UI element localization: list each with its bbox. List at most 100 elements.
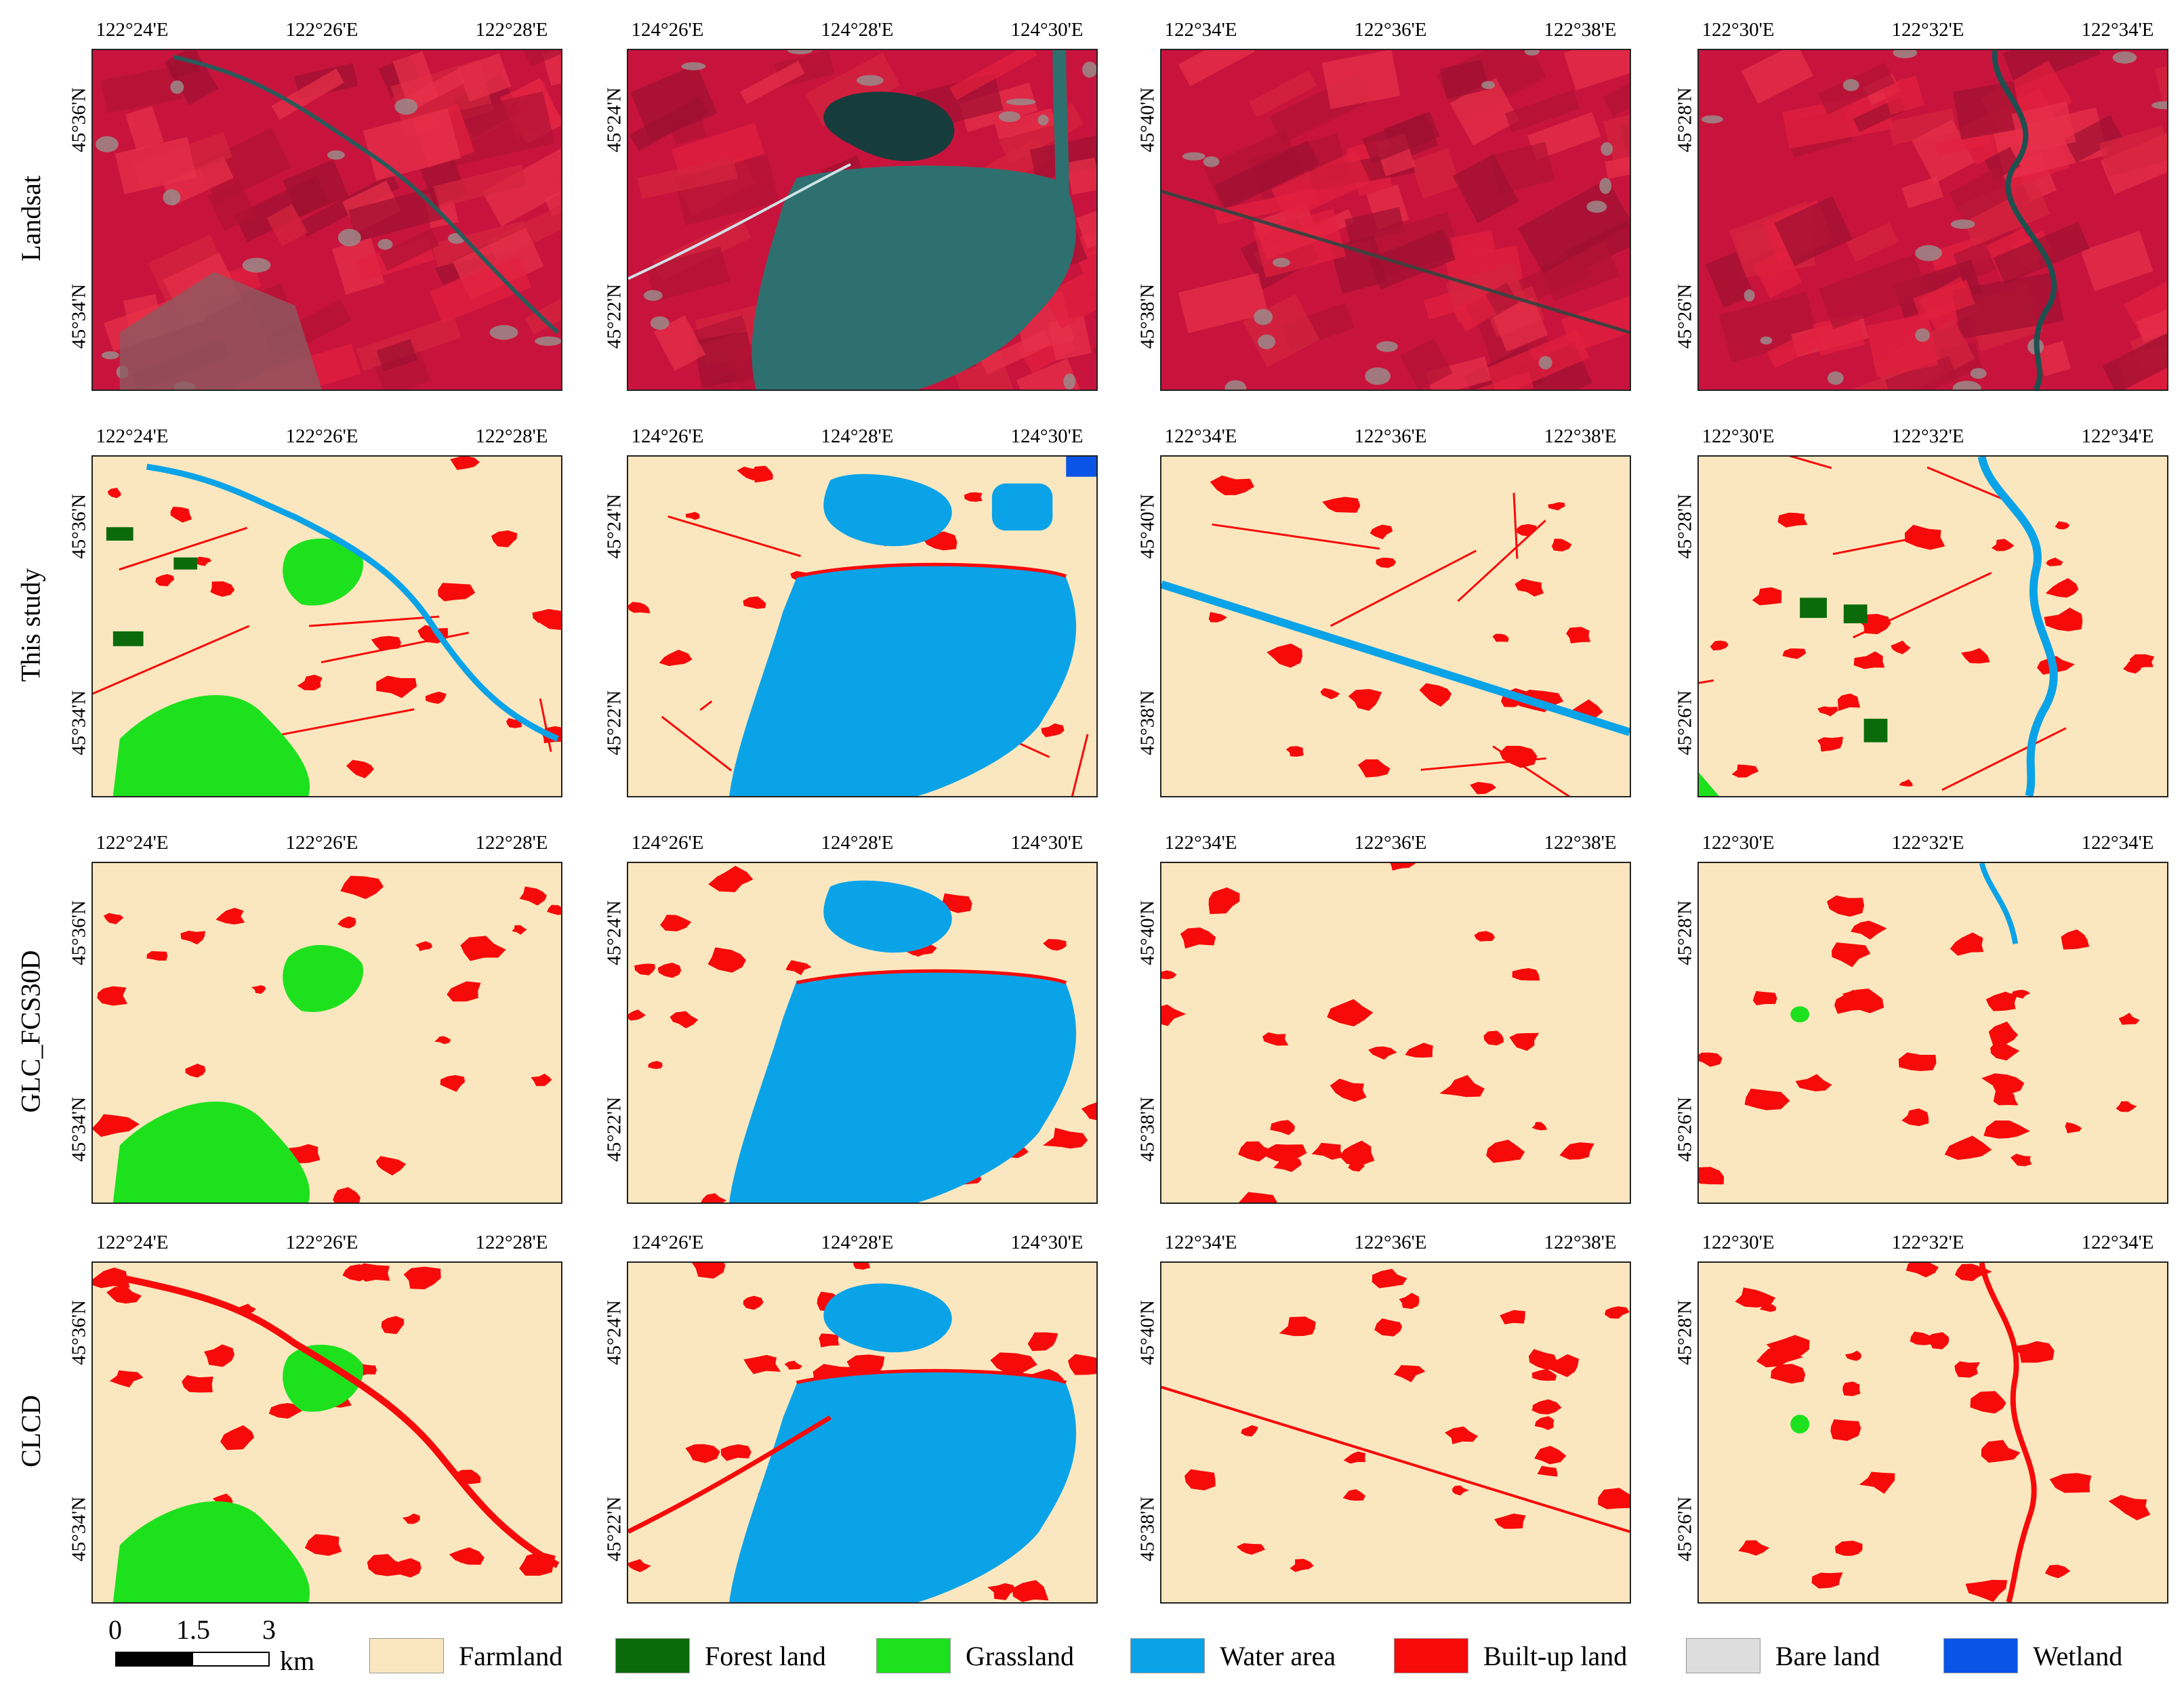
settlement-patch (1842, 79, 1859, 91)
lon-tick-label: 122°36'E (1354, 425, 1427, 447)
water-river-fragment (1979, 863, 2019, 944)
lon-tick-label: 122°38'E (1544, 832, 1617, 854)
built-up-patch (1348, 689, 1382, 711)
built-up-patch (460, 936, 506, 961)
field-patch (1178, 272, 1269, 333)
map-panel-landsat-4 (1697, 49, 2168, 391)
map-panel-clcd-1 (91, 1261, 562, 1604)
built-up-patch (1826, 895, 1865, 917)
lat-tick-label: 45°22'N (603, 690, 625, 755)
built-up-patch (1270, 1120, 1296, 1135)
built-up-patch (220, 1425, 255, 1450)
built-up-patch (2065, 1122, 2082, 1133)
built-up-patch (1731, 764, 1759, 778)
lon-tick-label: 124°26'E (631, 425, 704, 447)
built-up-patch (346, 759, 374, 778)
water-lake-main (729, 970, 1077, 1203)
built-up-patch (1842, 1381, 1861, 1396)
field-patch (1368, 228, 1456, 290)
lat-tick-label: 45°36'N (68, 900, 90, 965)
lon-tick-label: 122°30'E (1702, 425, 1775, 447)
map-canvas (1699, 50, 2167, 390)
field-patch (1705, 251, 1754, 308)
built-up-patch (2011, 990, 2031, 999)
built-up-shore (796, 1368, 1067, 1385)
built-up-patch (304, 1534, 342, 1556)
built-up-patch (1368, 1046, 1397, 1060)
built-up-patch (1811, 1572, 1843, 1589)
built-up-patch (2045, 578, 2079, 598)
lat-tick-label: 45°24'N (603, 494, 625, 559)
field-patch (1603, 106, 1630, 171)
built-up-patch (1859, 1471, 1895, 1494)
built-up-patch (1439, 1074, 1485, 1098)
farmland-base (1699, 1263, 2167, 1602)
built-up-patch (1710, 640, 1729, 651)
map-panel-clcd-2 (627, 1261, 1098, 1604)
built-up-patch (375, 1156, 407, 1176)
field-patch (2002, 50, 2101, 88)
lon-tick-label: 124°26'E (631, 19, 704, 41)
legend-swatch (1943, 1638, 2018, 1673)
built-up-shore (796, 969, 1067, 985)
grassland-mid (283, 944, 363, 1012)
field-patch (653, 315, 706, 371)
legend-label: Farmland (459, 1640, 563, 1671)
field-patch (1818, 254, 1929, 329)
field-patch (1813, 313, 1866, 356)
built-up-patch (1348, 1162, 1365, 1172)
lon-tick-label: 124°30'E (1010, 19, 1084, 41)
settlement-patch (95, 135, 119, 152)
built-up-patch (519, 886, 548, 906)
built-up-patch (1311, 1142, 1344, 1160)
settlement-patch (394, 98, 418, 115)
field-patch (1517, 178, 1630, 274)
lon-tick-label: 122°38'E (1544, 19, 1617, 41)
water-river (146, 463, 559, 742)
built-up-patch (1771, 1364, 1806, 1384)
built-up-patch (2044, 608, 2083, 631)
legend-item-water: Water area (1130, 1638, 1336, 1673)
built-up-patch (1342, 1489, 1365, 1501)
built-up-patch (1208, 887, 1240, 915)
map-canvas (1161, 457, 1630, 796)
built-up-patch (1266, 1144, 1307, 1162)
lat-tick-label: 45°36'N (68, 494, 90, 559)
road-line (699, 700, 713, 711)
built-up-patch (2129, 654, 2155, 669)
road-line (93, 625, 250, 695)
built-up-patch (708, 865, 754, 892)
built-up-patch (340, 875, 384, 900)
built-up-patch (1983, 1120, 2030, 1139)
field-patch (1913, 279, 1975, 322)
lon-tick-label: 122°34'E (1164, 832, 1237, 854)
built-up-patch (532, 609, 561, 623)
built-up-patch (743, 596, 766, 609)
lon-tick-label: 122°34'E (1164, 19, 1237, 41)
field-patch (1952, 81, 2023, 140)
built-up-patch (2108, 1495, 2151, 1521)
built-up-patch (438, 583, 476, 602)
lon-tick-label: 122°28'E (475, 1232, 548, 1253)
field-patch (100, 66, 182, 114)
built-up-patch (1012, 1580, 1049, 1602)
field-patch (1486, 329, 1590, 390)
settlement-patch (2112, 51, 2137, 64)
lat-tick-label: 45°22'N (603, 284, 625, 349)
built-up-patch (1340, 1140, 1375, 1165)
built-up-patch (415, 941, 433, 951)
built-up-patch (701, 1193, 727, 1203)
field-patch (1362, 111, 1440, 164)
field-patch (363, 108, 461, 181)
road-line (1927, 466, 2003, 500)
built-up-patch (660, 915, 692, 932)
field-patch (1952, 272, 2064, 339)
lon-tick-label: 122°28'E (475, 19, 548, 41)
settlement-patch (242, 257, 271, 273)
built-up-patch (628, 602, 651, 614)
water-river (1977, 457, 2058, 796)
lon-tick-label: 122°24'E (96, 19, 169, 41)
lon-tick-label: 124°28'E (821, 1232, 894, 1253)
lat-tick-label: 45°28'N (1674, 1300, 1696, 1365)
settlement-patch (1827, 371, 1844, 385)
